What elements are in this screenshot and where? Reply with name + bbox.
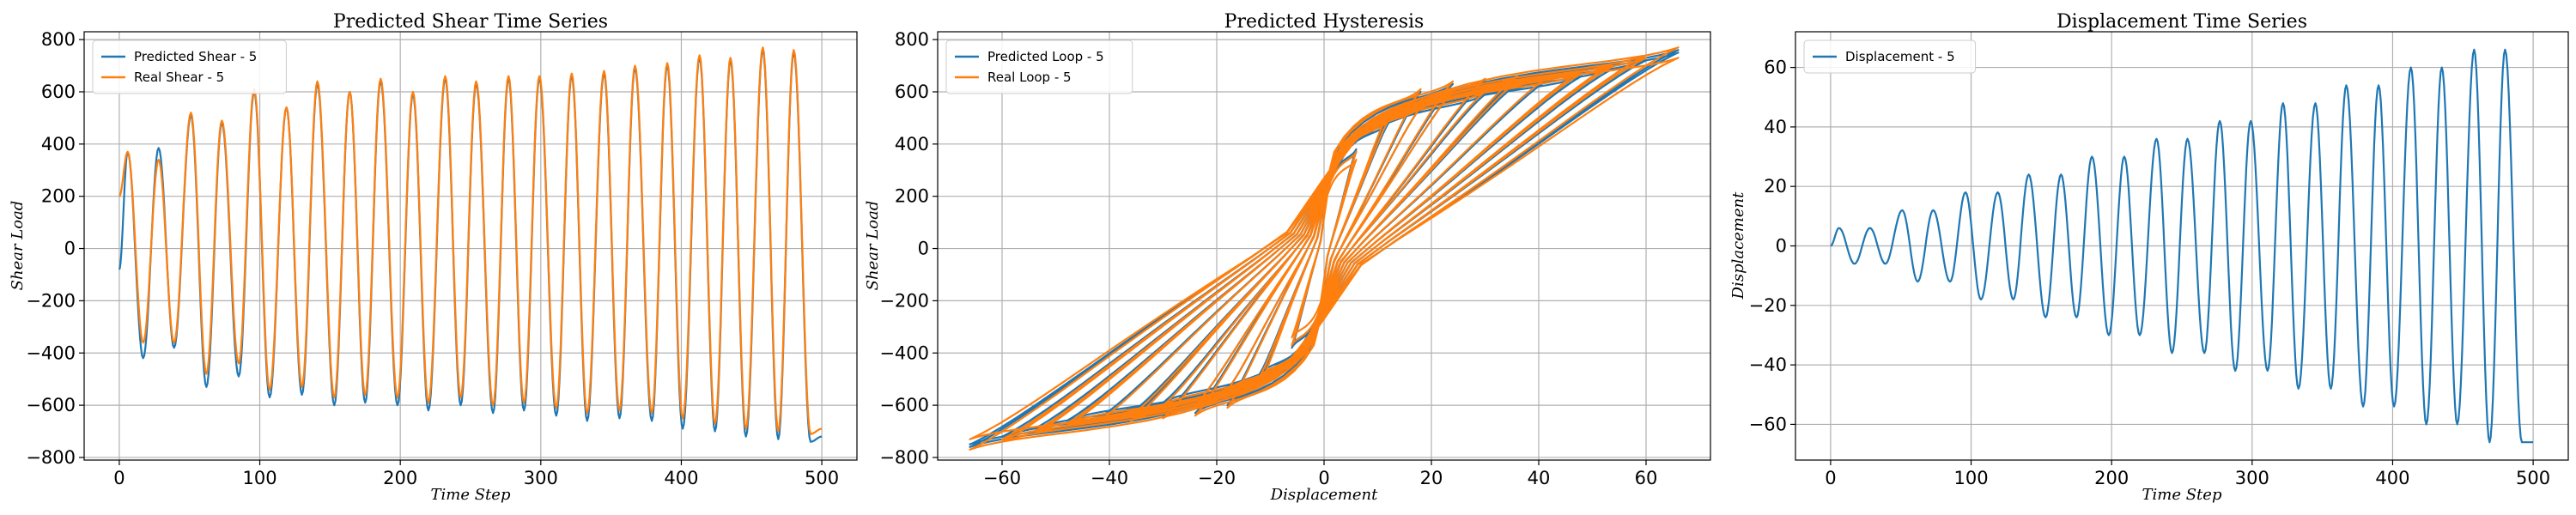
legend-label: Displacement - 5 [1845, 49, 1955, 64]
x-tick-label: 500 [805, 468, 839, 488]
shear-time-series-panel: Predicted Shear Time Series Time Step Sh… [9, 11, 858, 504]
x-tick-label: 200 [383, 468, 417, 488]
x-tick-label: 40 [1528, 468, 1551, 488]
y-axis-label: Shear Load [864, 201, 882, 291]
legend-box [92, 39, 287, 94]
x-tick-label: 300 [524, 468, 558, 488]
x-tick-label: 0 [1825, 468, 1836, 488]
y-tick-label: 600 [41, 82, 76, 102]
chart-title: Displacement Time Series [2057, 11, 2307, 33]
x-tick-label: 300 [2235, 468, 2269, 488]
y-tick-label: −200 [879, 290, 929, 311]
hysteresis-panel: Predicted Hysteresis Displacement Shear … [864, 11, 1711, 504]
displacement-time-series-panel: Displacement Time Series Time Step Displ… [1729, 11, 2569, 504]
y-tick-label: 60 [1764, 58, 1787, 78]
chart-title: Predicted Shear Time Series [333, 11, 608, 33]
y-tick-label: 400 [895, 134, 929, 154]
legend-label: Real Loop - 5 [987, 70, 1072, 85]
x-axis-label: Time Step [2142, 486, 2222, 504]
y-tick-label: 20 [1764, 176, 1787, 197]
x-tick-label: 400 [664, 468, 698, 488]
plot-frame [937, 31, 1711, 461]
chart-title: Predicted Hysteresis [1224, 11, 1425, 33]
y-tick-label: 600 [895, 82, 929, 102]
y-tick-label: 800 [41, 29, 76, 50]
y-tick-label: 400 [41, 134, 76, 154]
y-tick-label: −200 [26, 290, 76, 311]
legend-label: Predicted Shear - 5 [134, 49, 257, 64]
plot-frame [1795, 31, 2569, 461]
x-tick-label: 200 [2094, 468, 2129, 488]
x-tick-label: 60 [1635, 468, 1658, 488]
legend-box [1803, 39, 1977, 74]
x-tick-label: −40 [1091, 468, 1128, 488]
y-tick-label: −400 [26, 342, 76, 363]
x-tick-label: 20 [1420, 468, 1443, 488]
x-tick-label: 400 [2375, 468, 2409, 488]
y-tick-label: 0 [1776, 236, 1787, 257]
y-tick-label: −600 [879, 395, 929, 415]
x-tick-label: 100 [242, 468, 276, 488]
x-tick-label: 0 [1318, 468, 1329, 488]
x-tick-label: 0 [113, 468, 125, 488]
y-axis-label: Shear Load [9, 201, 27, 291]
x-axis-label: Displacement [1270, 486, 1378, 504]
x-tick-label: 100 [1953, 468, 1988, 488]
x-tick-label: −20 [1198, 468, 1236, 488]
y-tick-label: −60 [1749, 414, 1787, 434]
series-line [969, 46, 1680, 451]
y-tick-label: 40 [1764, 117, 1787, 137]
series-line [118, 49, 823, 443]
y-tick-label: 0 [918, 239, 929, 259]
y-tick-label: 200 [41, 186, 76, 207]
legend-label: Real Shear - 5 [134, 70, 224, 85]
y-tick-label: −600 [26, 395, 76, 415]
y-tick-label: −800 [26, 447, 76, 468]
x-tick-label: 500 [2516, 468, 2550, 488]
y-tick-label: 800 [895, 29, 929, 50]
legend-box [945, 39, 1133, 94]
y-axis-label: Displacement [1729, 191, 1747, 300]
x-axis-label: Time Step [431, 486, 511, 504]
legend-label: Predicted Loop - 5 [987, 49, 1104, 64]
y-tick-label: −400 [879, 342, 929, 363]
y-tick-label: −800 [879, 447, 929, 468]
series-line [1830, 48, 2534, 444]
y-tick-label: 200 [895, 186, 929, 207]
x-tick-label: −60 [983, 468, 1021, 488]
plot-frame [83, 31, 858, 461]
y-tick-label: 0 [64, 239, 76, 259]
y-tick-label: −20 [1749, 295, 1787, 316]
y-tick-label: −40 [1749, 354, 1787, 375]
series-line [118, 46, 823, 435]
